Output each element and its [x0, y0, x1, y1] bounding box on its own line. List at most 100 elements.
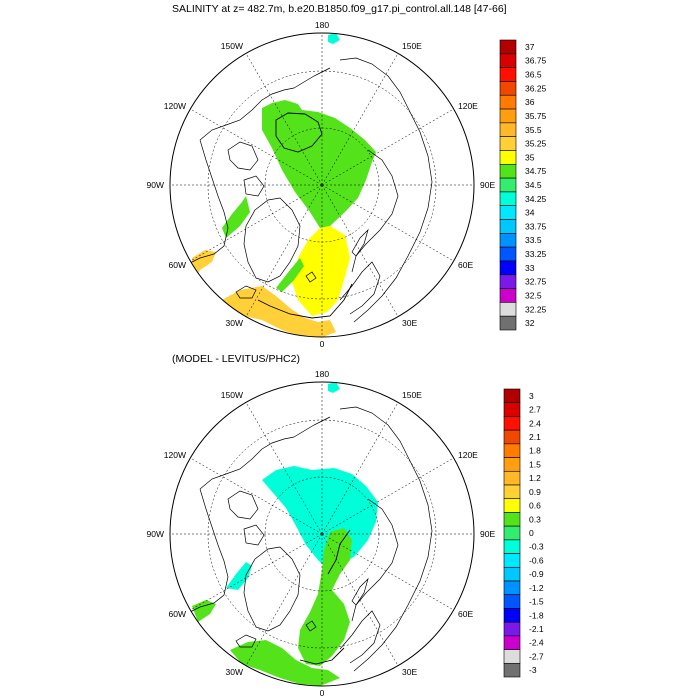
colorbar-swatch	[503, 580, 521, 596]
colorbar-label: 35	[525, 152, 535, 162]
colorbar-label: -2.1	[529, 624, 544, 634]
colorbar-label: 2.1	[529, 432, 541, 442]
lon-label-120e: 120E	[458, 450, 478, 460]
colorbar-swatch	[503, 402, 521, 417]
colorbar-swatch	[499, 274, 517, 289]
colorbar-swatch	[499, 108, 517, 124]
lon-label-30e: 30E	[402, 667, 417, 677]
colorbar-label: 35.5	[525, 125, 542, 135]
colorbar-swatch	[499, 191, 517, 207]
labrador-sea-field	[222, 196, 250, 238]
colorbar-label: 36.75	[525, 56, 547, 66]
map-boundary-circle	[169, 32, 475, 338]
colorbar-label: 34.25	[525, 194, 547, 204]
scandinavia-coast	[339, 610, 381, 664]
north-america-coast	[187, 436, 295, 614]
colorbar-label: 35.75	[525, 111, 547, 121]
map-title-difference: (MODEL - LEVITUS/PHC2)	[172, 353, 300, 365]
lon-label-60e: 60E	[458, 260, 473, 270]
colorbar-label: 33.75	[525, 221, 547, 231]
lon-label-150w: 150W	[221, 390, 243, 400]
colorbar-label: 32.25	[525, 304, 547, 314]
colorbar-label: 32	[525, 318, 535, 328]
lon-label-90w: 90W	[147, 180, 164, 190]
scandinavia-coast	[339, 261, 381, 315]
colorbar-label: 2.7	[529, 405, 541, 415]
north-america-coast	[187, 87, 295, 265]
colorbar-swatch	[503, 662, 521, 678]
colorbar-label: 3	[529, 391, 534, 401]
lon-label-120w: 120W	[164, 101, 186, 111]
svalbard-coast	[305, 620, 317, 632]
novaya-zemlya-coast	[351, 577, 369, 606]
colorbar-label: 36.5	[525, 70, 542, 80]
colorbar-label: 34.5	[525, 180, 542, 190]
lon-label-90e: 90E	[480, 180, 495, 190]
colorbar-label: -3	[529, 665, 537, 675]
lon-label-30w: 30W	[226, 318, 243, 328]
colorbar-swatch	[503, 484, 521, 500]
lon-label-0: 0	[320, 688, 325, 698]
colorbar-label: -1.8	[529, 610, 544, 620]
colorbar-label: 36	[525, 97, 535, 107]
arctic-difference-field	[262, 466, 378, 570]
colorbar-swatch	[503, 649, 521, 664]
coastlines	[187, 57, 433, 323]
colorbar-swatch	[503, 608, 521, 623]
colorbar-swatch	[499, 302, 517, 317]
alaska-coast	[293, 416, 331, 438]
colorbar-swatch	[499, 150, 517, 165]
colorbar-swatch	[499, 39, 517, 55]
colorbar-swatch	[503, 635, 521, 650]
colorbar-swatch	[499, 233, 517, 248]
colorbar-label: -0.3	[529, 542, 544, 552]
colorbar-label: 0.6	[529, 501, 541, 511]
lon-label-30e: 30E	[402, 318, 417, 328]
colorbar-label: 35.25	[525, 139, 547, 149]
colorbar-label: 34.75	[525, 166, 547, 176]
colorbar-swatch	[499, 136, 517, 151]
colorbar-label: 33.25	[525, 249, 547, 259]
lon-label-60e: 60E	[458, 609, 473, 619]
colorbar-swatch	[499, 315, 517, 331]
eurasia-coast	[339, 57, 433, 323]
colorbar-swatch	[499, 81, 517, 96]
colorbar-swatch	[503, 621, 521, 637]
colorbar-label: -1.5	[529, 597, 544, 607]
colorbar-label: 36.25	[525, 83, 547, 93]
greenland-sea-field	[276, 258, 304, 292]
colorbar-swatch	[499, 53, 517, 68]
colorbar-swatch	[499, 260, 517, 276]
colorbar-salinity: 37 36.75 36.5 36.25 36 35.75 35.5 35.25 35 34.75 3…	[499, 39, 547, 331]
colorbar-label: 1.5	[529, 459, 541, 469]
colorbar-label: 33.5	[525, 235, 542, 245]
colorbar-swatch	[499, 94, 517, 110]
graticule-lines	[170, 33, 474, 337]
map-title-salinity: SALINITY at z= 482.7m, b.e20.B1850.f09_g…	[172, 3, 507, 15]
colorbar-swatch	[499, 288, 517, 303]
lon-label-90e: 90E	[480, 529, 495, 539]
colorbar-swatch	[499, 177, 517, 193]
colorbar-swatch	[503, 594, 521, 609]
canadian-islands-coast	[227, 490, 265, 546]
colorbar-swatch	[503, 416, 521, 431]
bering-difference-field	[328, 382, 340, 393]
colorbar-swatch	[503, 553, 521, 568]
atlantic-difference-field	[230, 640, 340, 686]
lon-label-0: 0	[320, 339, 325, 349]
colorbar-label: 32.75	[525, 277, 547, 287]
colorbar-swatch	[499, 163, 517, 179]
labrador-difference-field	[226, 562, 252, 590]
map-boundary-circle	[169, 381, 475, 687]
colorbar-label: -2.7	[529, 651, 544, 661]
colorbar-swatch	[499, 205, 517, 220]
iceland-coast	[235, 285, 257, 299]
lon-label-180: 180	[315, 20, 329, 30]
colorbar-swatch	[499, 219, 517, 234]
difference-contour-0	[299, 529, 351, 665]
colorbar-label: 0.9	[529, 487, 541, 497]
salinity-contour-south	[257, 283, 353, 319]
lon-label-120w: 120W	[164, 450, 186, 460]
alaska-coast	[293, 67, 331, 89]
